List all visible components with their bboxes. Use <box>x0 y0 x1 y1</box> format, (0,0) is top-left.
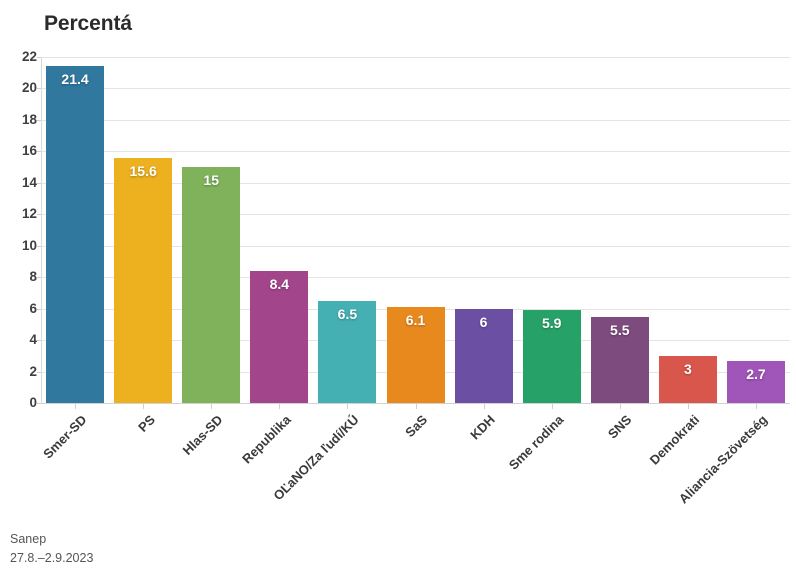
bar-value-label: 6.1 <box>405 312 426 329</box>
bar-smer-sd[interactable]: 21.4 <box>46 66 105 403</box>
bar-value-label: 5.5 <box>610 321 630 338</box>
y-axis-tick-mark <box>37 245 42 247</box>
y-axis-tick-label: 10 <box>21 237 37 253</box>
y-axis-tick-mark <box>37 119 42 121</box>
y-axis-tick-label: 22 <box>21 49 37 64</box>
gridline <box>41 119 790 121</box>
gridline <box>41 182 790 184</box>
y-axis-tick-mark <box>37 403 42 404</box>
bar-value-label: 6 <box>479 313 488 330</box>
gridline <box>41 151 790 153</box>
y-axis-tick-mark <box>37 151 42 153</box>
y-axis-tick-mark <box>37 214 42 216</box>
y-axis-tick-mark <box>37 88 42 90</box>
y-axis-tick-mark <box>37 308 42 310</box>
x-axis-tick-mark <box>415 404 417 409</box>
y-axis-tick-mark <box>37 340 42 342</box>
gridline <box>41 403 790 404</box>
bar-value-label: 8.4 <box>269 275 290 292</box>
bar-value-label: 5.9 <box>541 315 562 332</box>
gridline <box>41 245 790 247</box>
y-axis-tick-label: 6 <box>29 300 37 316</box>
x-axis-label-demokrati: Demokrati <box>646 412 703 468</box>
bar-sns[interactable]: 5.5 <box>590 316 649 403</box>
bar-value-label: 21.4 <box>61 71 89 88</box>
page-title: Percentá <box>44 12 132 35</box>
y-axis-tick-label: 12 <box>21 206 37 222</box>
x-axis-tick-mark <box>279 404 281 409</box>
bar-value-label: 15 <box>203 172 219 189</box>
x-axis-label-kdh: KDH <box>467 412 499 443</box>
x-axis-tick-mark <box>483 404 485 409</box>
chart-footer: Sanep 27.8.–2.9.2023 <box>10 530 93 569</box>
y-axis-ticks: 22 20 18 16 14 12 10 8 6 4 2 0 <box>0 0 42 575</box>
x-axis-tick-mark <box>687 404 689 409</box>
bar-sas[interactable]: 6.1 <box>386 307 445 403</box>
y-axis-tick-label: 2 <box>29 363 37 379</box>
x-axis-tick-mark <box>211 404 213 409</box>
y-axis-tick-label: 14 <box>21 174 37 190</box>
x-axis-tick-mark <box>143 404 145 409</box>
bar-value-label: 15.6 <box>129 162 157 179</box>
footer-period: 27.8.–2.9.2023 <box>10 551 94 566</box>
bar-hlas-sd[interactable]: 15 <box>182 167 241 403</box>
plot-area: 21.4 15.6 15 8.4 6.5 6.1 6 5.9 5.5 3 2.7 <box>41 57 790 404</box>
x-axis-label-sas: SaS <box>402 412 431 440</box>
x-axis-label-sme-rodina: Sme rodina <box>505 412 567 473</box>
bar-ps[interactable]: 15.6 <box>114 157 173 403</box>
x-axis-label-sns: SNS <box>604 412 635 442</box>
bar-value-label: 2.7 <box>746 365 766 382</box>
y-axis-tick-label: 4 <box>29 332 37 348</box>
x-axis-label-republika: Republika <box>239 412 294 467</box>
bar-kdh[interactable]: 6 <box>454 308 513 403</box>
footer-source: Sanep <box>10 532 47 546</box>
bar-republika[interactable]: 8.4 <box>250 270 309 403</box>
gridline <box>41 277 790 279</box>
x-axis-tick-mark <box>347 404 349 409</box>
gridline <box>41 214 790 216</box>
bar-aliancia-sz-vets-g[interactable]: 2.7 <box>726 360 785 403</box>
x-axis-label-smer-sd: Smer-SD <box>40 412 90 462</box>
y-axis-tick-mark <box>37 371 42 373</box>
gridline <box>41 57 790 58</box>
x-axis-label-hlas-sd: Hlas-SD <box>179 412 226 458</box>
bar-value-label: 3 <box>683 360 692 377</box>
bar-value-label: 6.5 <box>337 305 358 322</box>
gridline <box>41 88 790 90</box>
y-axis-tick-mark <box>37 182 42 184</box>
y-axis-tick-label: 20 <box>21 80 37 96</box>
x-axis-tick-mark <box>619 404 621 409</box>
y-axis-tick-mark <box>37 277 42 279</box>
y-axis-tick-label: 16 <box>21 143 37 159</box>
bar-sme-rodina[interactable]: 5.9 <box>522 310 581 403</box>
x-axis-tick-mark <box>75 404 77 409</box>
y-axis-tick-mark <box>37 57 42 58</box>
x-axis-label-ps: PS <box>134 412 158 435</box>
x-axis-tick-mark <box>551 404 553 409</box>
y-axis-line <box>41 57 42 404</box>
x-axis-tick-mark <box>755 404 757 409</box>
y-axis-tick-label: 18 <box>21 111 37 127</box>
bar-demokrati[interactable]: 3 <box>658 355 717 403</box>
bar-o-ano-za-ud-k[interactable]: 6.5 <box>318 300 377 403</box>
y-axis-tick-label: 0 <box>29 395 37 410</box>
y-axis-tick-label: 8 <box>29 269 37 285</box>
